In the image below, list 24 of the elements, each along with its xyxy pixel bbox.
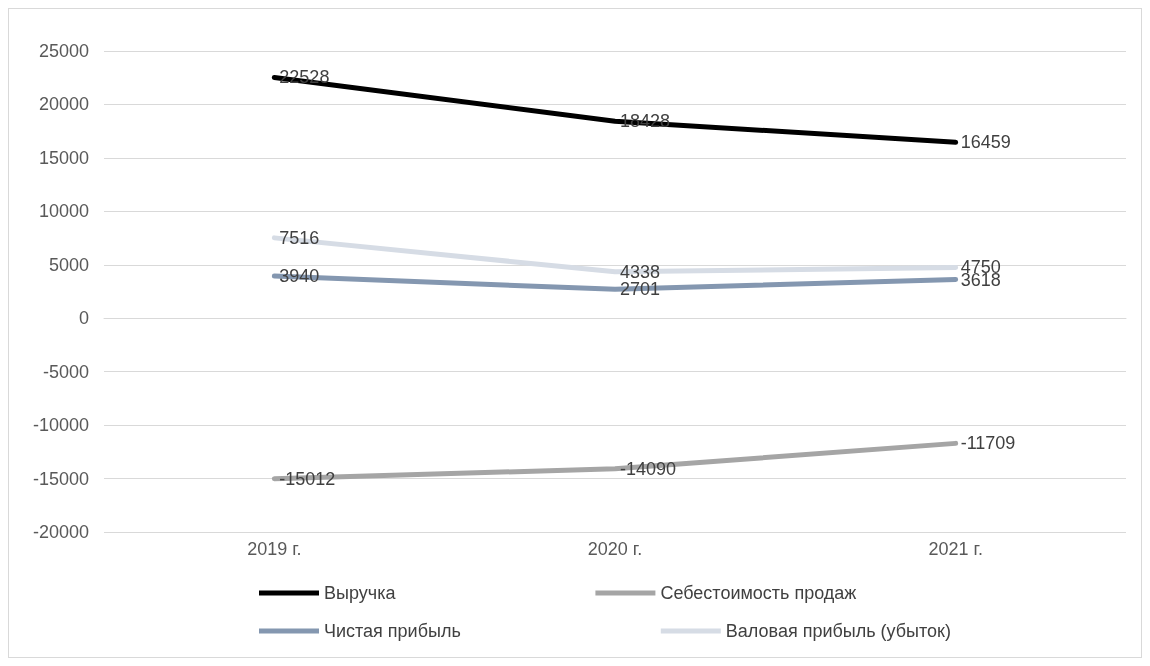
data-label: 7516 bbox=[279, 227, 320, 248]
data-label: 2701 bbox=[620, 279, 661, 300]
y-tick-label: 10000 bbox=[38, 201, 89, 222]
data-label: 16459 bbox=[960, 132, 1011, 153]
legend-label: Выручка bbox=[324, 583, 397, 603]
x-tick-label: 2021 г. bbox=[928, 539, 983, 559]
legend-label: Чистая прибыль bbox=[324, 621, 461, 641]
y-tick-label: 20000 bbox=[38, 94, 89, 115]
y-tick-label: -10000 bbox=[32, 415, 89, 436]
x-tick-label: 2019 г. bbox=[247, 539, 302, 559]
legend-label: Валовая прибыль (убыток) bbox=[725, 621, 951, 641]
legend-label: Себестоимость продаж bbox=[660, 583, 857, 603]
data-label: -14090 bbox=[620, 458, 677, 479]
y-tick-label: 0 bbox=[78, 308, 89, 329]
y-tick-label: 25000 bbox=[38, 41, 89, 61]
y-tick-label: -20000 bbox=[32, 522, 89, 542]
data-label: 4338 bbox=[620, 261, 661, 282]
data-label: 18428 bbox=[620, 111, 671, 132]
y-tick-label: 15000 bbox=[38, 147, 89, 168]
data-label: -11709 bbox=[960, 433, 1016, 454]
y-tick-label: 5000 bbox=[48, 254, 89, 275]
x-tick-label: 2020 г. bbox=[587, 539, 643, 559]
y-tick-label: -15000 bbox=[32, 468, 89, 489]
y-tick-label: -5000 bbox=[42, 361, 89, 382]
